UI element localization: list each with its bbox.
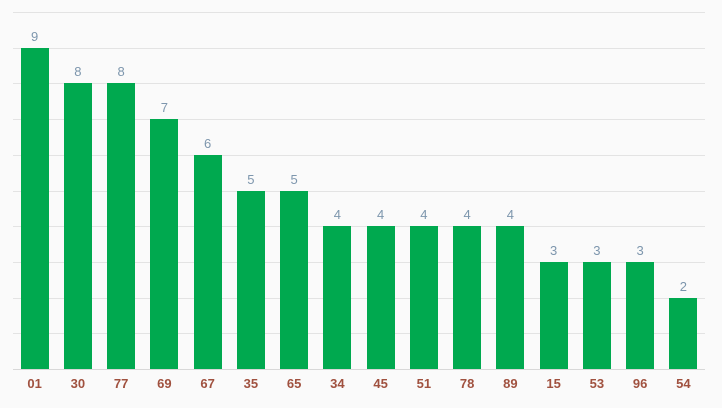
bar[interactable]: 6: [193, 137, 222, 369]
bar-value-label: 3: [550, 242, 558, 258]
bar-slot: 2: [662, 12, 705, 369]
bar-slot: 7: [143, 12, 186, 369]
bar-value-label: 4: [377, 207, 385, 223]
x-axis-label: 69: [157, 376, 172, 391]
bar-slot: 4: [316, 12, 359, 369]
bar-value-label: 4: [333, 207, 341, 223]
bar[interactable]: 4: [496, 208, 525, 369]
x-axis-label: 54: [676, 376, 691, 391]
bar-value-label: 2: [679, 278, 687, 294]
bar-value-label: 9: [31, 28, 39, 44]
bar-value-label: 4: [506, 207, 514, 223]
bar-value-label: 3: [636, 242, 644, 258]
x-axis-label: 01: [27, 376, 42, 391]
x-axis-label: 53: [589, 376, 605, 391]
bar-value-label: 5: [290, 171, 298, 187]
x-axis-label: 89: [503, 376, 518, 391]
bar-value-label: 5: [247, 171, 255, 187]
bar-slot: 4: [402, 12, 445, 369]
x-axis-label: 45: [373, 376, 388, 391]
bar[interactable]: 2: [669, 280, 698, 369]
bar[interactable]: 4: [323, 208, 352, 369]
gridline: [13, 261, 705, 263]
x-axis-label: 96: [632, 376, 648, 391]
bar-slot: 3: [532, 12, 575, 369]
bar[interactable]: 4: [453, 208, 482, 369]
bar-slot: 3: [575, 12, 618, 369]
bar-slot: 6: [186, 12, 229, 369]
x-axis-label: 51: [416, 376, 432, 391]
bars: 9 8 8 7 6 5 5 4 4 4 4 4 3 3 3 2: [13, 12, 705, 369]
x-axis: 01 30 77 69 67 35 65 34 45 51 78 89 15 53 96 54: [13, 377, 705, 390]
gridline: [13, 297, 705, 299]
bar[interactable]: 8: [107, 65, 136, 369]
gridline: [13, 154, 705, 156]
bar[interactable]: 3: [626, 244, 655, 369]
gridline: [13, 12, 705, 13]
bar[interactable]: 5: [280, 173, 309, 369]
bar-value-label: 7: [160, 100, 168, 116]
bar-slot: 4: [446, 12, 489, 369]
bar-value-label: 8: [74, 64, 82, 80]
x-axis-label: 34: [330, 376, 345, 391]
plot-area: 9 8 8 7 6 5 5 4 4 4 4 4 3 3 3 2: [13, 12, 705, 370]
bar-value-label: 4: [420, 207, 428, 223]
bar[interactable]: 5: [236, 173, 265, 369]
bar-slot: 9: [13, 12, 56, 369]
x-axis-label: 67: [200, 376, 215, 391]
bar[interactable]: 4: [409, 208, 438, 369]
bar[interactable]: 4: [366, 208, 395, 369]
gridline: [13, 47, 705, 49]
bar[interactable]: 3: [582, 244, 611, 369]
bar-value-label: 4: [463, 207, 471, 223]
bar-slot: 5: [273, 12, 316, 369]
x-axis-label: 35: [243, 376, 259, 391]
gridline: [13, 333, 705, 335]
bar-slot: 5: [229, 12, 272, 369]
bar-value-label: 6: [204, 135, 212, 151]
bar-slot: 4: [359, 12, 402, 369]
bar[interactable]: 3: [539, 244, 568, 369]
bar-slot: 4: [489, 12, 532, 369]
x-axis-label: 30: [70, 376, 86, 391]
gridline: [13, 190, 705, 192]
x-axis-label: 77: [113, 376, 129, 391]
bar-value-label: 8: [117, 64, 125, 80]
x-axis-baseline: [13, 369, 705, 370]
x-axis-label: 65: [286, 376, 302, 391]
bar-slot: 8: [56, 12, 99, 369]
gridlines: [13, 12, 705, 370]
bar-slot: 8: [100, 12, 143, 369]
bar-slot: 3: [619, 12, 662, 369]
gridline: [13, 83, 705, 85]
bar[interactable]: 9: [20, 30, 49, 369]
bar[interactable]: 7: [150, 101, 179, 369]
x-axis-label: 78: [459, 376, 475, 391]
bar-value-label: 3: [593, 242, 601, 258]
gridline: [13, 226, 705, 228]
gridline: [13, 119, 705, 121]
bar[interactable]: 8: [63, 65, 92, 369]
x-axis-label: 15: [546, 376, 561, 391]
